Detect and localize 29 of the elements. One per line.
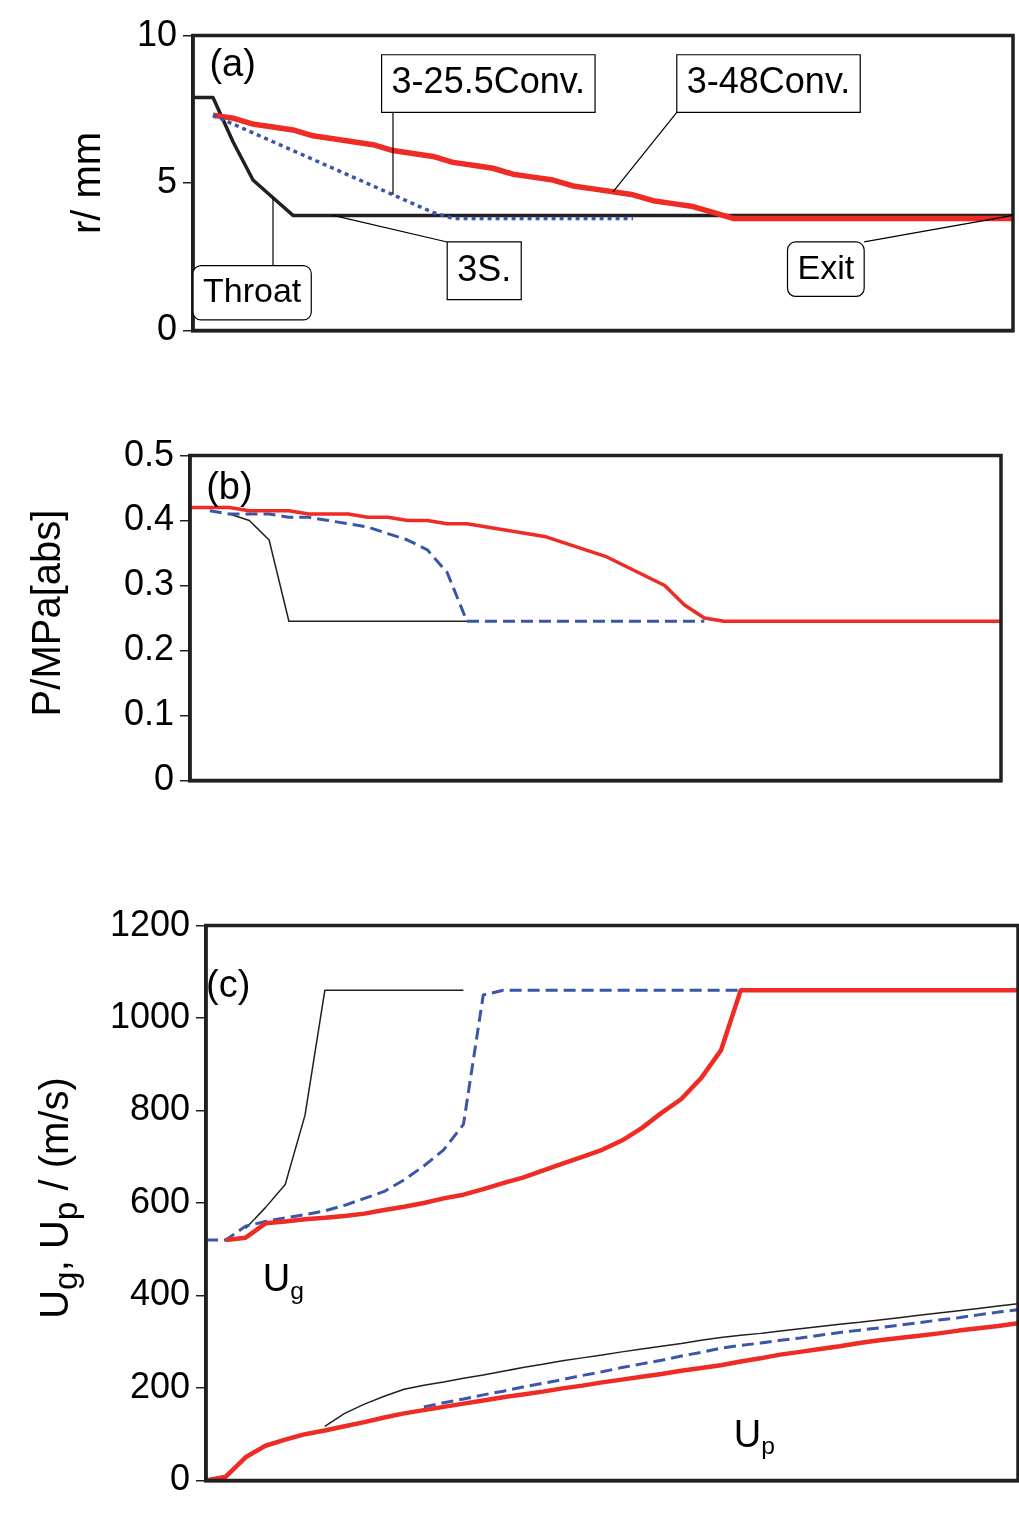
y-tick-label: 0 <box>153 757 174 799</box>
y-tick-label: 600 <box>129 1179 190 1221</box>
text: 3-48Conv. <box>686 60 851 102</box>
line-series <box>211 113 635 221</box>
y-tick-label: 1200 <box>109 902 190 944</box>
y-axis-title: r/ mm <box>63 131 109 235</box>
y-tick-label: 5 <box>156 159 177 201</box>
line-series <box>422 1308 1019 1409</box>
y-tick-label: 0.1 <box>123 692 174 734</box>
y-tick-label: 0.3 <box>123 562 174 604</box>
y-tick-label: 0.4 <box>123 497 174 539</box>
y-tick-label: 0.5 <box>123 432 174 474</box>
line-series <box>208 509 706 623</box>
y-tick-label: 200 <box>129 1364 190 1406</box>
y-tick-label: 800 <box>129 1087 190 1129</box>
annotation: Exit <box>797 247 855 286</box>
annotation: Throat <box>203 271 302 310</box>
y-tick-label: 400 <box>129 1272 190 1314</box>
y-tick-label: 10 <box>136 12 177 54</box>
y-tick-label: 1000 <box>109 994 190 1036</box>
y-tick-label: 0.2 <box>123 627 174 669</box>
y-tick-label: 0 <box>169 1457 190 1499</box>
y-axis-title: P/MPa[abs] <box>23 509 69 717</box>
y-tick-label: 0 <box>156 307 177 349</box>
text: 3-25.5Conv. <box>391 60 586 102</box>
annotation: (c) <box>206 963 251 1006</box>
annotation: (b) <box>206 464 253 507</box>
annotation: (a) <box>209 41 256 84</box>
series-label: 3S. <box>457 247 512 289</box>
